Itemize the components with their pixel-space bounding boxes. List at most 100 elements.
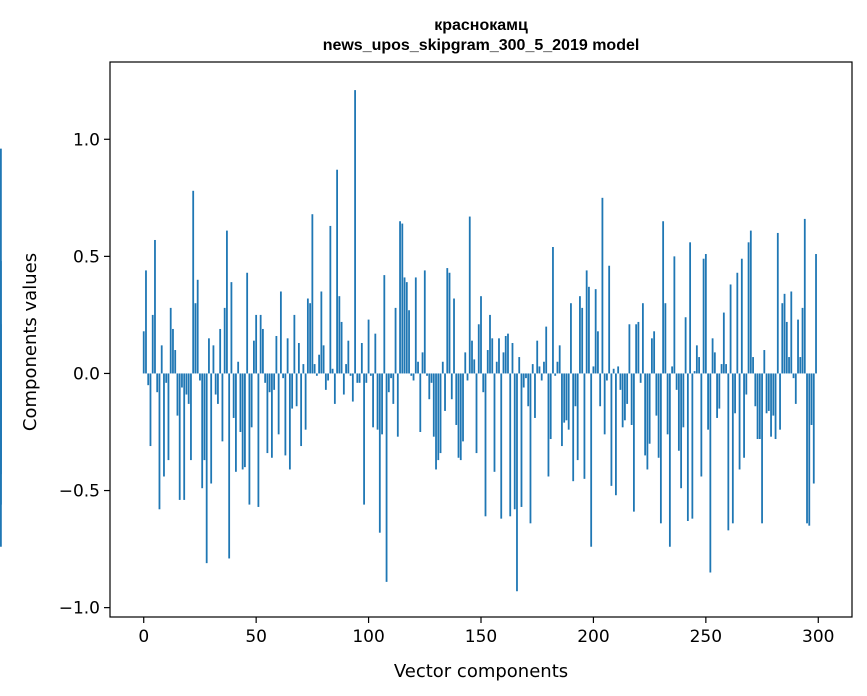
bar [531, 364, 534, 374]
bar [235, 373, 237, 472]
bar [392, 373, 395, 404]
bar [691, 373, 694, 519]
bar [412, 373, 415, 381]
bar [756, 373, 759, 440]
bar [354, 90, 356, 374]
bar [664, 303, 667, 374]
bar [226, 230, 228, 374]
bar [372, 373, 374, 428]
bar [612, 368, 615, 374]
bar [576, 373, 579, 461]
bar [275, 335, 278, 374]
bar [790, 291, 793, 374]
bar [297, 343, 300, 374]
bar [747, 242, 750, 374]
bar [428, 373, 431, 400]
x-tick-label: 300 [802, 627, 834, 647]
bar [704, 254, 707, 374]
bar [187, 373, 190, 404]
bar [610, 373, 613, 486]
bar [174, 350, 177, 374]
bar [763, 350, 766, 374]
bar [300, 373, 303, 447]
bar [457, 373, 460, 458]
bar [502, 352, 505, 374]
bar [720, 364, 723, 374]
bar [466, 373, 469, 381]
bar [792, 373, 795, 379]
bar [239, 373, 242, 432]
bar [214, 373, 217, 395]
bar [594, 289, 597, 374]
bar [646, 373, 649, 470]
bar [462, 373, 464, 442]
bar [765, 373, 768, 414]
x-tick-label: 250 [690, 627, 722, 647]
bar [284, 373, 287, 456]
bar [543, 361, 545, 374]
bar [554, 373, 557, 376]
bar [641, 303, 644, 374]
bar [810, 373, 813, 425]
bar [268, 373, 271, 393]
bar [286, 338, 289, 374]
bar [304, 373, 307, 430]
bar [583, 373, 586, 479]
bar [700, 373, 703, 477]
bar [147, 373, 150, 386]
bar [603, 373, 606, 435]
bar [561, 373, 563, 447]
bar [743, 373, 745, 458]
bar [772, 373, 775, 416]
bar [151, 314, 154, 374]
bar [653, 331, 656, 374]
bar [221, 373, 224, 442]
bar [315, 373, 318, 376]
bar [356, 373, 359, 383]
bar [632, 373, 635, 512]
bar [477, 324, 480, 374]
y-axis: −1.0 −0.5 0.0 0.5 1.0 [59, 130, 110, 619]
bar [599, 373, 602, 407]
bar [342, 373, 345, 395]
bar [399, 221, 401, 374]
bar [579, 296, 581, 374]
y-tick-label: 0.0 [73, 364, 100, 384]
bar [347, 340, 350, 374]
bar [455, 373, 458, 425]
bar [671, 366, 674, 374]
bar [507, 333, 509, 374]
bar [385, 373, 388, 582]
bar [160, 345, 163, 374]
bar [677, 373, 680, 451]
bar [190, 373, 192, 461]
bar [172, 328, 174, 374]
bars-group [0, 90, 817, 592]
bar [396, 373, 399, 437]
bar [394, 307, 397, 374]
bar [581, 307, 584, 374]
bar [592, 366, 595, 374]
bar [799, 357, 802, 374]
bar [244, 373, 246, 468]
bar [199, 373, 201, 381]
bar [0, 373, 2, 505]
bar [774, 373, 777, 440]
bar [410, 373, 413, 376]
bar [241, 373, 244, 470]
bar [181, 373, 183, 388]
bar [770, 373, 772, 437]
x-tick-label: 150 [465, 627, 497, 647]
bar [369, 373, 372, 376]
bar [758, 373, 761, 440]
bar [558, 345, 561, 374]
bar [628, 324, 631, 374]
chart-subtitle: news_upos_skipgram_300_5_2019 model [323, 37, 640, 54]
bar [806, 373, 808, 524]
x-axis: 0 50 100 150 200 250 300 [138, 617, 834, 647]
bar [574, 373, 577, 407]
bar [707, 373, 709, 430]
bar [430, 373, 433, 383]
bar [534, 373, 536, 418]
bar [329, 225, 332, 374]
